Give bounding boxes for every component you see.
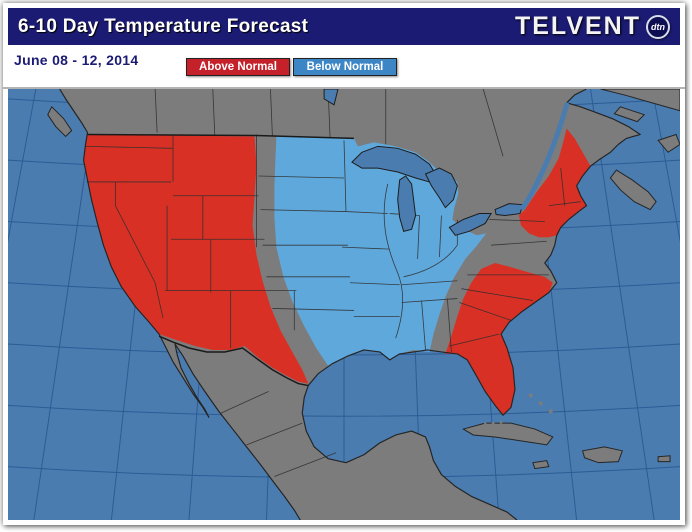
us-mexico-border (158, 335, 309, 387)
header-bar: 6-10 Day Temperature Forecast TELVENT dt… (8, 8, 680, 45)
lake-erie (448, 213, 493, 236)
us-canada-border (87, 133, 354, 140)
vancouver-island (47, 105, 73, 138)
florida-keys (483, 420, 503, 425)
anticosti-island (613, 106, 646, 123)
great-lakes (323, 89, 570, 236)
forecast-regions (83, 128, 591, 416)
legend-below-normal: Below Normal (293, 58, 397, 76)
island-dot (548, 409, 553, 414)
nova-scotia (609, 169, 657, 211)
dtn-logo-badge: dtn (646, 14, 670, 39)
date-range: June 08 - 12, 2014 (14, 52, 139, 68)
forecast-sheet: 6-10 Day Temperature Forecast TELVENT dt… (3, 3, 685, 525)
below-normal-central-region (274, 136, 487, 366)
jamaica (532, 460, 550, 470)
newfoundland (657, 133, 680, 153)
st-lawrence-river (520, 102, 570, 211)
state-borders (85, 89, 581, 477)
lake-winnipeg (323, 89, 339, 106)
brand-logo: TELVENT dtn (515, 12, 670, 41)
divider-line (3, 87, 685, 89)
islands (47, 105, 680, 470)
us-state-border-lines (85, 134, 581, 352)
page-title: 6-10 Day Temperature Forecast (18, 15, 309, 37)
above-normal-southeast-region (445, 262, 553, 416)
hispaniola (581, 446, 624, 464)
lake-michigan (397, 175, 417, 232)
island-dot (483, 421, 487, 425)
legend-above-normal: Above Normal (186, 58, 290, 76)
country-borders (87, 133, 354, 387)
canada-province-border-lines (154, 89, 504, 157)
brand-logo-text: TELVENT (514, 12, 641, 40)
island-dot (499, 420, 503, 424)
sub-header: June 08 - 12, 2014 Above Normal Below No… (8, 45, 680, 87)
forecast-map-svg (8, 89, 680, 520)
quebec-north-shore (600, 89, 680, 112)
island-dot (491, 421, 495, 425)
lake-ontario (494, 203, 524, 217)
above-normal-west-region (83, 134, 309, 384)
puerto-rico (657, 455, 671, 463)
lake-huron (424, 167, 458, 209)
island-dot (528, 393, 533, 398)
legend: Above Normal Below Normal (186, 58, 397, 76)
bahamas-islands (528, 393, 553, 414)
forecast-map (8, 89, 680, 520)
coastline-outline (59, 89, 641, 520)
above-normal-northeast-region (518, 128, 591, 238)
cuba (462, 422, 554, 446)
island-dot (538, 401, 543, 406)
